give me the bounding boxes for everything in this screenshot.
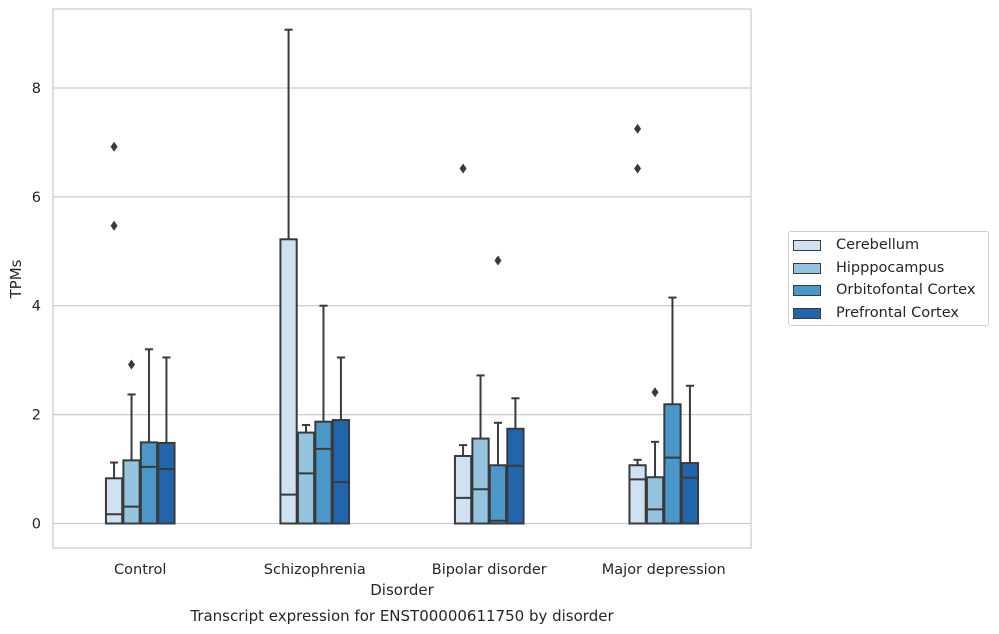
box-hipppocampus-schizophrenia [296, 423, 316, 525]
legend-item-prefrontal-cortex: Prefrontal Cortex [793, 303, 959, 323]
box-orbitofontal-cortex-schizophrenia [314, 304, 333, 525]
box-hipppocampus-control [122, 359, 141, 525]
y-tick-label-0: 0 [32, 517, 41, 533]
box-cerebellum-schizophrenia [279, 28, 298, 525]
outlier-point [110, 220, 118, 231]
outlier-point [651, 387, 659, 398]
legend-swatch-hipppocampus [793, 262, 821, 274]
box-iqr [453, 454, 473, 525]
legend-label-prefrontal-cortex: Prefrontal Cortex [836, 305, 959, 321]
outlier-point [634, 123, 642, 134]
box-orbitofontal-cortex-major-depression [663, 296, 682, 525]
box-iqr [680, 462, 700, 525]
box-prefrontal-cortex-bipolar-disorder [506, 397, 525, 525]
box-cerebellum-bipolar-disorder [453, 163, 473, 525]
y-tick-label-6: 6 [32, 190, 41, 206]
outlier-point [634, 163, 642, 174]
plot-frame [52, 8, 752, 549]
legend-label-hipppocampus: Hipppocampus [836, 260, 945, 276]
box-orbitofontal-cortex-control [139, 348, 159, 525]
legend-label-cerebellum: Cerebellum [836, 237, 920, 253]
legend-item-cerebellum: Cerebellum [793, 235, 919, 255]
box-iqr [471, 437, 490, 525]
box-iqr [122, 459, 141, 525]
box-cerebellum-control [104, 141, 124, 525]
box-iqr [279, 238, 298, 525]
x-tick-label-major-depression: Major depression [602, 562, 726, 578]
box-iqr [157, 441, 176, 525]
box-prefrontal-cortex-schizophrenia [331, 356, 351, 525]
box-iqr [506, 427, 525, 525]
box-iqr [314, 420, 333, 525]
box-hipppocampus-bipolar-disorder [471, 374, 490, 525]
box-iqr [645, 476, 665, 525]
x-tick-label-bipolar-disorder: Bipolar disorder [432, 562, 547, 578]
x-axis-ticks: Control Schizophrenia Bipolar disorder Majo… [114, 562, 726, 578]
box-iqr [104, 477, 124, 525]
legend-item-hipppocampus: Hipppocampus [793, 258, 944, 278]
x-tick-label-control: Control [114, 562, 166, 578]
boxes [104, 28, 700, 525]
y-tick-label-4: 4 [32, 299, 41, 315]
legend: Cerebellum Hipppocampus Orbitofontal Cor… [788, 231, 989, 326]
chart-caption: Transcript expression for ENST0000061175… [190, 607, 614, 625]
x-axis-label: Disorder [370, 581, 434, 599]
legend-swatch-prefrontal-cortex [793, 307, 821, 319]
box-iqr [488, 464, 508, 525]
box-iqr [628, 464, 647, 525]
legend-swatch-orbitofontal-cortex [793, 284, 821, 296]
y-tick-label-2: 2 [32, 408, 41, 424]
outlier-point [459, 163, 467, 174]
box-iqr [331, 419, 351, 525]
outlier-point [128, 359, 136, 370]
y-axis-ticks: 0 2 4 6 8 [32, 81, 41, 533]
legend-label-orbitofontal-cortex: Orbitofontal Cortex [836, 282, 976, 298]
y-axis-label: TPMs [7, 259, 25, 299]
box-iqr [296, 431, 316, 525]
box-orbitofontal-cortex-bipolar-disorder [488, 255, 508, 525]
x-tick-label-schizophrenia: Schizophrenia [264, 562, 366, 578]
box-iqr [663, 403, 682, 525]
box-prefrontal-cortex-control [157, 356, 176, 525]
box-hipppocampus-major-depression [645, 387, 665, 525]
box-iqr [139, 441, 159, 525]
y-tick-label-8: 8 [32, 81, 41, 97]
legend-swatch-cerebellum [793, 239, 821, 251]
outlier-point [110, 141, 118, 152]
legend-item-orbitofontal-cortex: Orbitofontal Cortex [793, 280, 975, 300]
box-cerebellum-major-depression [628, 123, 647, 525]
box-prefrontal-cortex-major-depression [680, 384, 700, 525]
outlier-point [494, 255, 502, 266]
